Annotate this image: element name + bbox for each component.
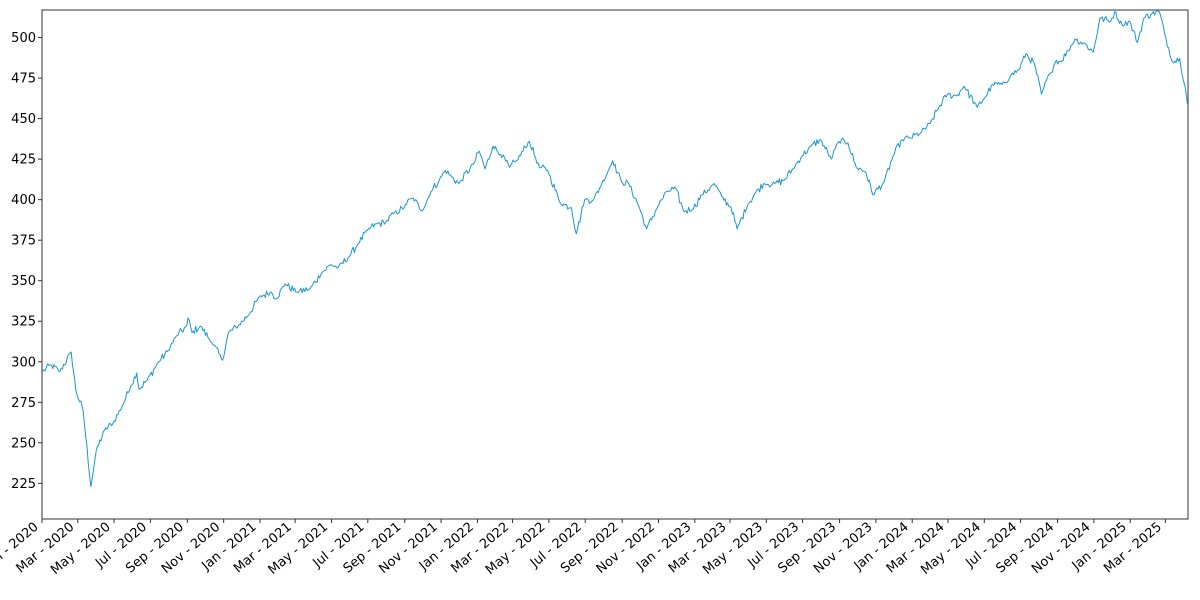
- y-tick-label: 475: [11, 72, 36, 87]
- plot-area: [41, 9, 1189, 520]
- y-tick-label: 500: [11, 31, 36, 46]
- y-tick-label: 225: [11, 477, 36, 492]
- y-axis: 225 250 275 300 325 350 375 400 425 450 475 500: [11, 31, 42, 492]
- y-tick-label: 300: [11, 355, 36, 370]
- y-tick-label: 250: [11, 436, 36, 451]
- y-tick-label: 400: [11, 193, 36, 208]
- series-line: [42, 10, 1188, 488]
- series-layer: [42, 10, 1188, 488]
- y-tick-label: 375: [11, 234, 36, 249]
- y-tick-label: 450: [11, 112, 36, 127]
- y-tick-label: 275: [11, 396, 36, 411]
- y-tick-label: 350: [11, 274, 36, 289]
- y-tick-label: 425: [11, 153, 36, 168]
- y-tick-label: 325: [11, 315, 36, 330]
